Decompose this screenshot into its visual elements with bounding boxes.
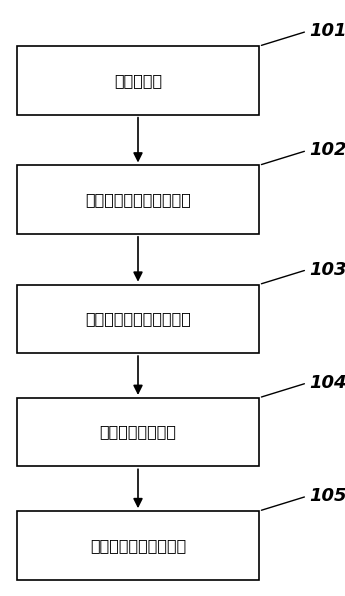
Bar	[17, 511, 259, 579]
Text: 104: 104	[309, 374, 345, 392]
Text: 101: 101	[309, 22, 345, 41]
Bar	[17, 165, 259, 234]
Text: 102: 102	[309, 141, 345, 160]
Text: 计算抽油系统泵效: 计算抽油系统泵效	[99, 424, 177, 440]
Bar	[17, 46, 259, 114]
Text: 进行油井运行参数调节: 进行油井运行参数调节	[90, 538, 186, 553]
Text: 105: 105	[309, 487, 345, 505]
Bar	[17, 284, 259, 353]
Text: 获取上行功: 获取上行功	[114, 73, 162, 88]
Bar	[17, 398, 259, 466]
Text: 103: 103	[309, 260, 345, 279]
Text: 计算油井当前动液面深度: 计算油井当前动液面深度	[85, 311, 191, 327]
Text: 计算柱塞运行的有效冲程: 计算柱塞运行的有效冲程	[85, 192, 191, 207]
